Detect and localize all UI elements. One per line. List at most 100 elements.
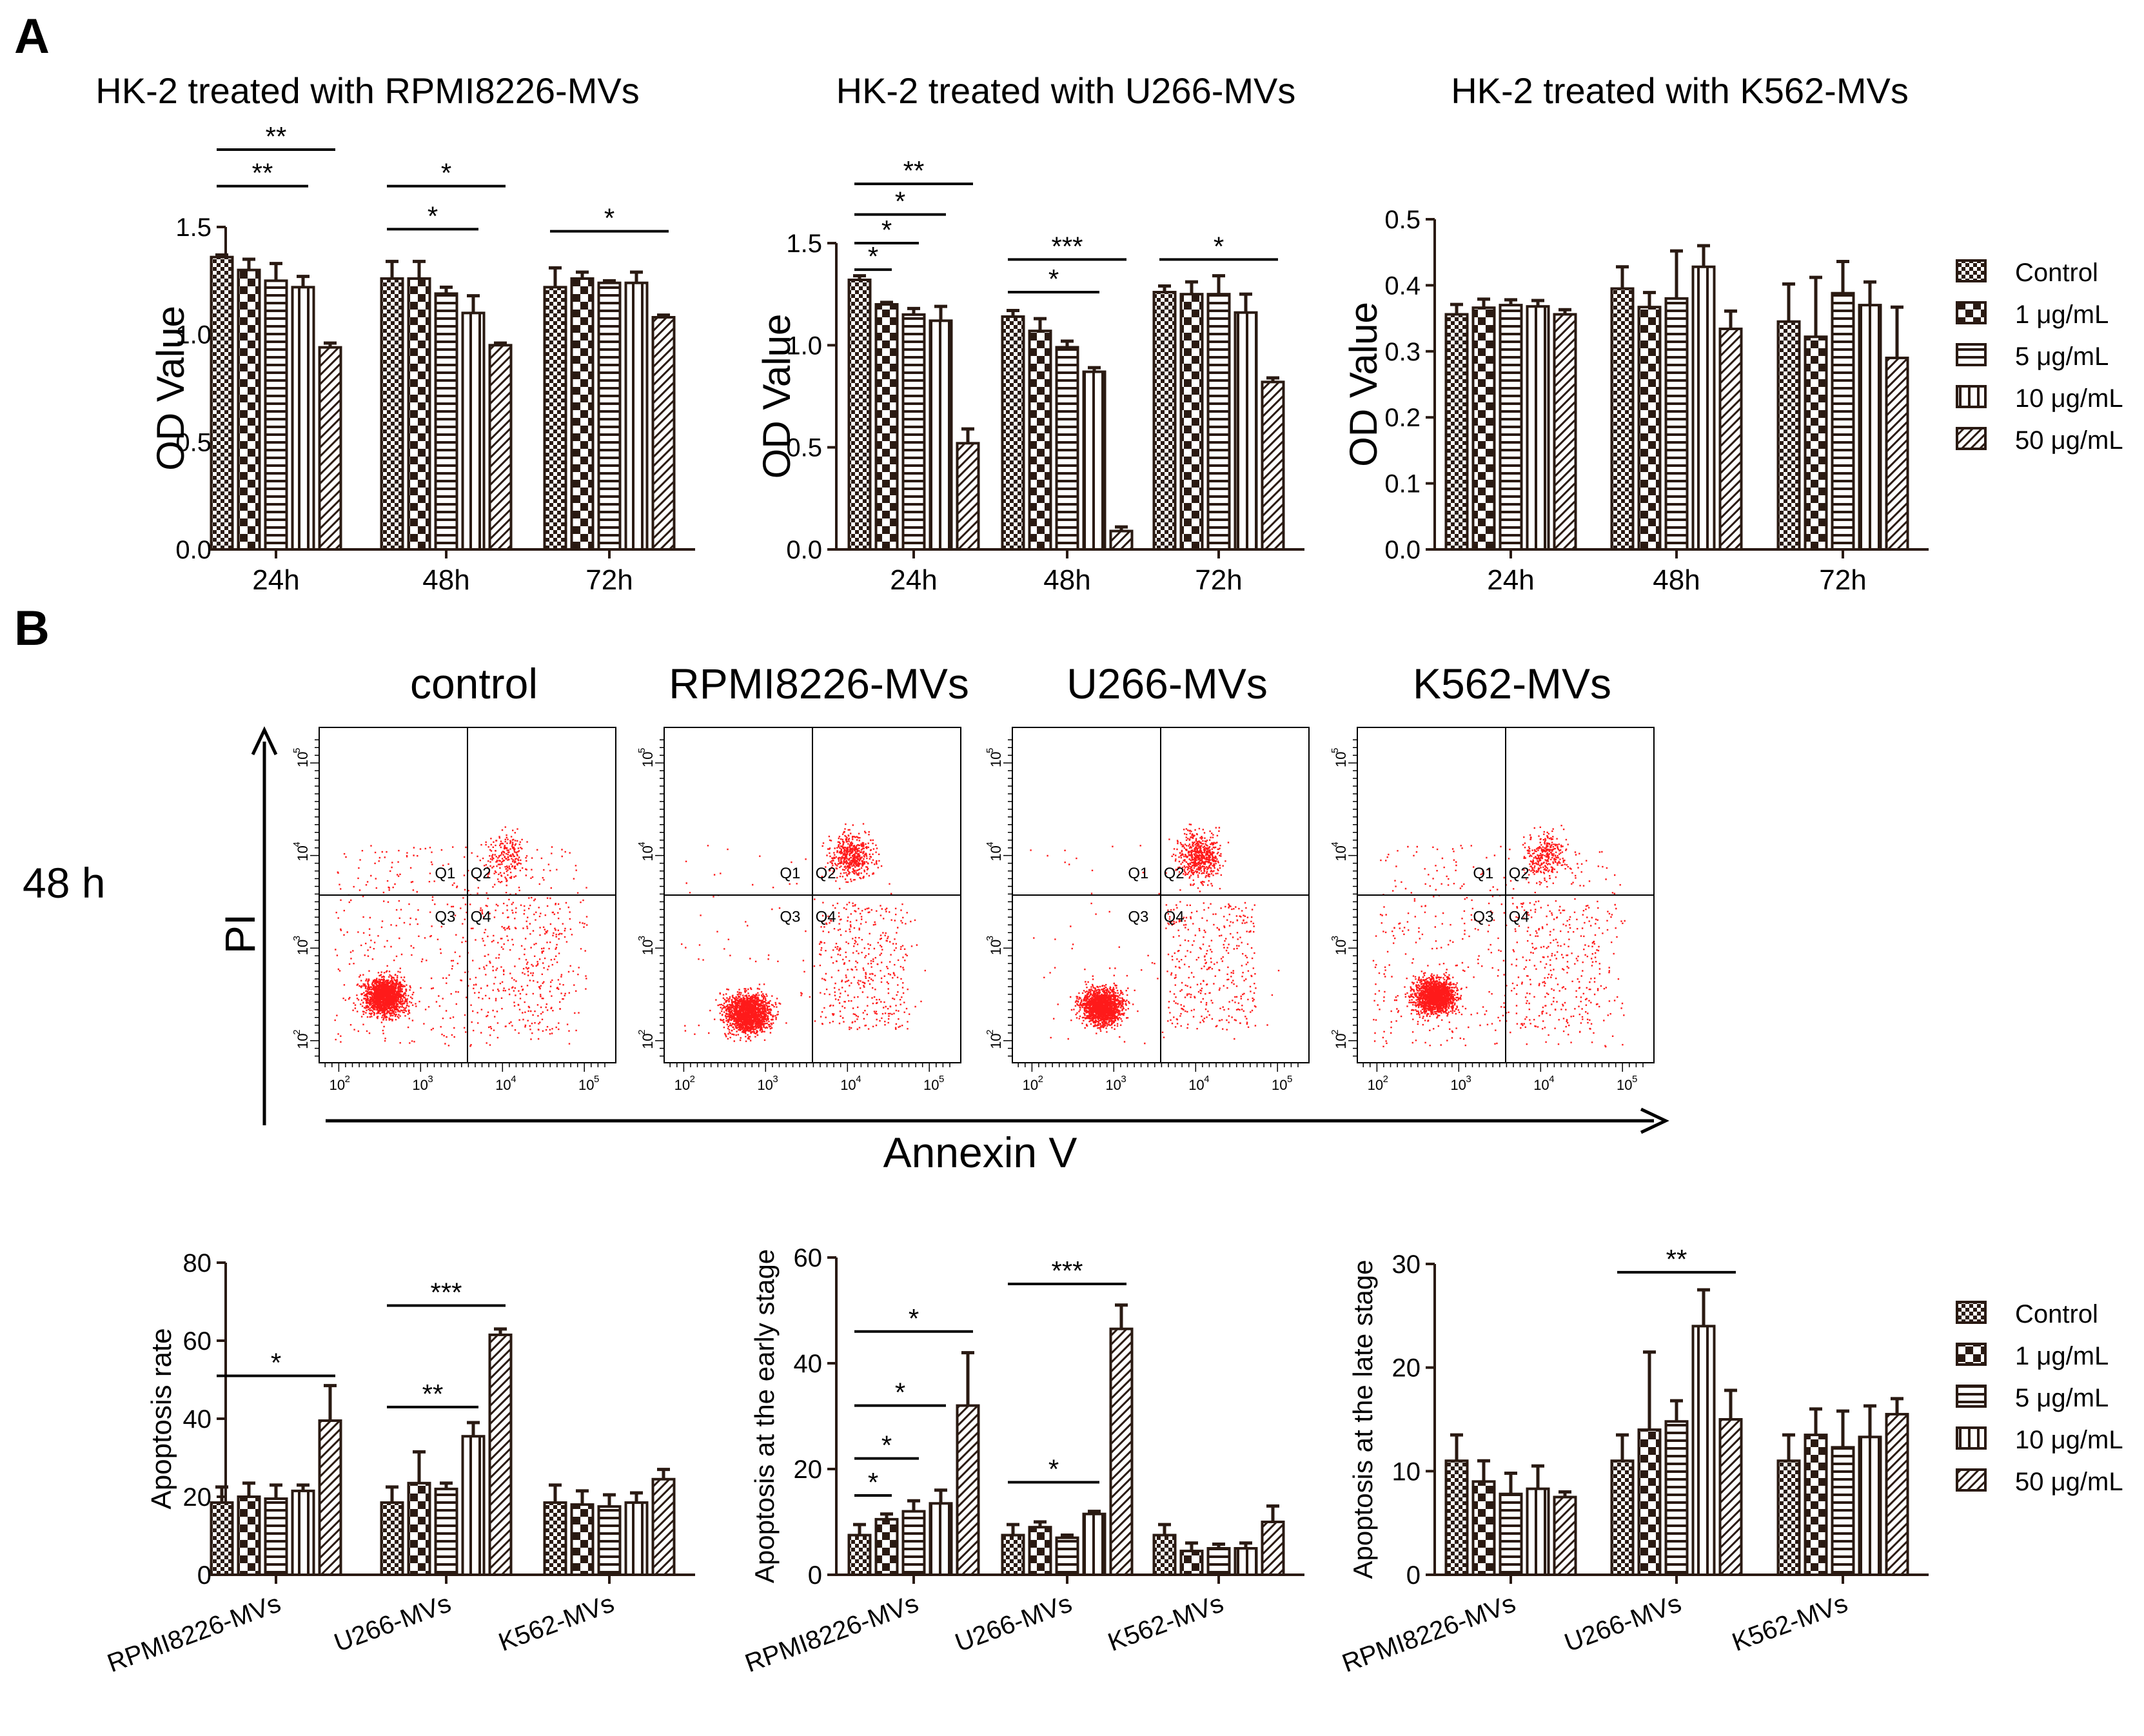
significance-marker: *** [430,1277,462,1308]
bar-50-ug-ml [651,316,676,551]
bar-10-ug-ml [929,319,953,551]
bar-10-ug-ml [1082,370,1106,551]
y-log-tick-label: 10 [1333,845,1349,861]
od-chart-u266: HK-2 treated with U266-MVs OD Value 0.0 0.5… [755,70,1304,596]
y-log-tick-power: 4 [1330,842,1341,847]
bar-control [543,286,567,551]
y-tick-label: 0.5 [175,428,211,457]
quadrant-label-q3: Q3 [1128,909,1148,926]
x-tick-label: 72h [1819,564,1866,596]
significance-marker: * [868,1467,878,1497]
bar-10-ug-ml [1082,1512,1106,1576]
bar-50-ug-ml [1109,1327,1134,1576]
bar-control [210,255,234,551]
y-axis-label: OD Value [755,314,798,479]
bar-control [1610,1459,1635,1576]
x-log-tick-label: 10 [923,1077,939,1093]
legend-bottom: Control 1 μg/mL 5 μg/mL 10 μg/mL 50 μg/mL [1956,1300,2123,1496]
legend-label-control: Control [2015,1300,2098,1328]
log-minor-ticks [1348,739,1644,1072]
legend-swatch-50-ug-ml [1956,1468,1987,1492]
bar-1-ug-ml [1637,1428,1662,1576]
chart-title: HK-2 treated with RPMI8226-MVs [95,70,639,111]
x-tick-label: 48h [1043,564,1090,596]
quadrant-label-q1: Q1 [1128,865,1148,882]
y-axis-label: OD Value [149,306,192,471]
bar-10-ug-ml [1691,1325,1716,1576]
legend-swatch-control [1956,1301,1987,1324]
x-log-tick-power: 5 [1287,1074,1292,1085]
x-log-tick-label: 10 [757,1077,772,1093]
x-tick-label: 48h [422,564,469,596]
flow-events [334,826,588,1047]
bar-1-ug-ml [1471,1480,1496,1576]
x-log-tick-label: 10 [412,1077,428,1093]
x-tick-label: 24h [252,564,299,596]
quadrant-label-q4: Q4 [1164,909,1185,926]
x-log-tick-power: 5 [939,1074,944,1085]
bar-control [380,1501,404,1576]
flow-panel-title: K562-MVs [1413,660,1611,707]
chart-title: HK-2 treated with K562-MVs [1451,70,1909,111]
y-log-tick-power: 2 [291,1029,302,1034]
legend-swatch-5-ug-ml [1956,343,1987,366]
x-tick-label: U266-MVs [1560,1589,1685,1657]
panel-b-label: B [14,601,50,656]
quadrant-label-q2: Q2 [816,865,836,882]
legend-label-50-ug-ml: 50 μg/mL [2015,426,2123,455]
flow-panel-title: control [410,660,538,707]
x-log-tick-label: 10 [578,1077,594,1093]
x-tick-label: K562-MVs [495,1589,618,1657]
x-log-tick-power: 4 [511,1074,516,1085]
x-log-tick-power: 2 [1038,1074,1043,1085]
flow-time-label: 48 h [23,859,105,907]
bar-control [847,1534,872,1576]
y-log-tick-power: 3 [1330,936,1341,941]
pi-axis-arrowhead [251,726,278,756]
y-tick-label: 0 [1406,1561,1421,1590]
quadrant-label-q1: Q1 [435,865,455,882]
significance-marker: * [909,1303,919,1334]
y-tick-label: 40 [794,1350,823,1378]
y-log-tick-label: 10 [1333,940,1349,955]
bar-50-ug-ml [488,1333,513,1577]
x-tick-label: 72h [585,564,633,596]
bar-1-ug-ml [570,277,595,551]
bar-control [543,1501,567,1576]
y-axis-label: Apoptosis rate [146,1328,177,1509]
bar-50-ug-ml [1109,529,1134,551]
bar-50-ug-ml [488,344,513,551]
quadrant-label-q4: Q4 [1509,909,1529,926]
significance-marker: * [881,215,892,245]
x-tick-label: 24h [1487,564,1534,596]
bar-1-ug-ml [407,1481,431,1576]
significance-marker: * [895,1377,905,1408]
bar-1-ug-ml [237,268,261,551]
bar-50-ug-ml [1261,1521,1285,1576]
y-log-tick-label: 10 [1333,752,1349,767]
x-tick-label: U266-MVs [330,1589,455,1657]
bar-5-ug-ml [901,313,926,551]
y-tick-label: 0.5 [1384,206,1421,234]
x-log-tick-power: 5 [594,1074,599,1085]
y-log-tick-label: 10 [295,752,311,767]
y-tick-label: 0 [197,1561,211,1590]
y-log-tick-power: 2 [636,1029,647,1034]
bar-control [1152,1534,1177,1576]
quadrant-label-q3: Q3 [1473,909,1493,926]
bar-50-ug-ml [651,1477,676,1576]
bar-control [210,1501,234,1576]
y-tick-label: 0.0 [786,536,822,564]
x-log-tick-label: 10 [329,1077,345,1093]
log-minor-ticks [310,739,605,1072]
x-tick-label: RPMI8226-MVs [742,1589,922,1678]
legend-label-1-ug-ml: 1 μg/mL [2015,301,2109,329]
y-tick-label: 10 [1392,1457,1421,1486]
x-tick-label: 48h [1653,564,1700,596]
x-log-tick-power: 2 [345,1074,350,1085]
bar-50-ug-ml [1885,1412,1909,1576]
bar-5-ug-ml [1831,291,1855,551]
bar-1-ug-ml [407,277,431,551]
bar-50-ug-ml [1261,380,1285,551]
